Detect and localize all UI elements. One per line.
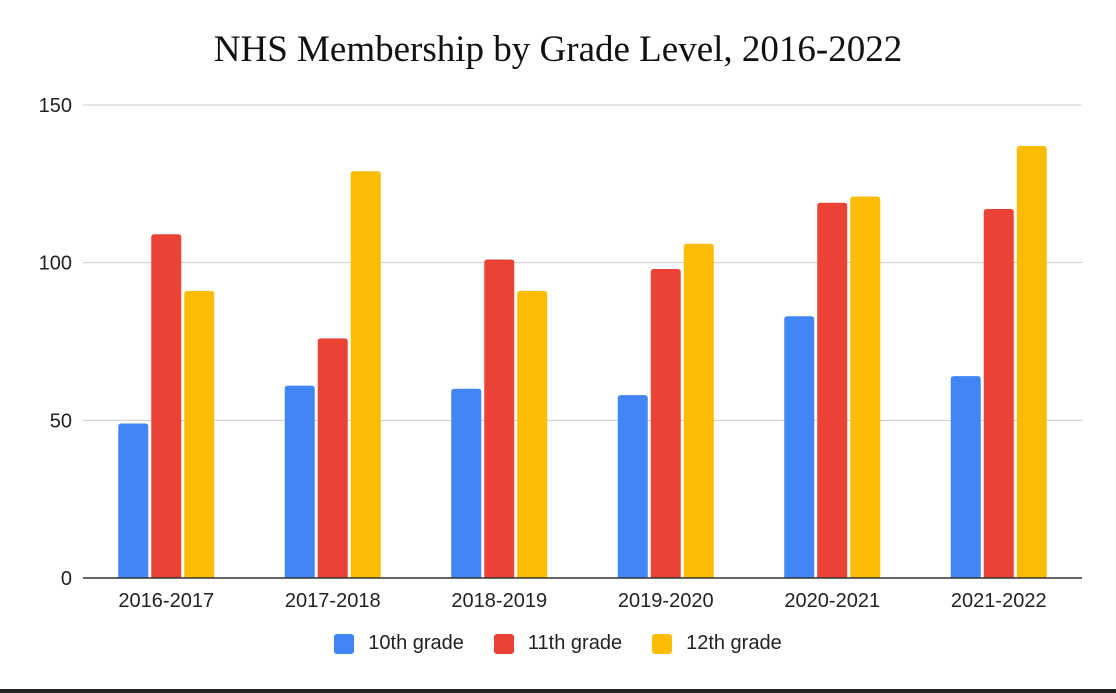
legend-swatch-10th-grade: [334, 633, 355, 654]
legend-label-11th-grade: 11th grade: [527, 632, 623, 654]
x-tick-label: 2020-2021: [784, 590, 880, 612]
bar-10th-grade-2018-2019[interactable]: [451, 388, 482, 578]
legend-swatch-11th-grade: [493, 633, 514, 654]
bar-10th-grade-2021-2022[interactable]: [950, 376, 981, 578]
legend-label-12th-grade: 12th grade: [686, 632, 782, 654]
y-axis-tick-labels: 0 50 100 150: [39, 95, 72, 590]
legend-item-10th-grade[interactable]: 10th grade: [334, 632, 464, 655]
y-tick-label: 50: [50, 410, 72, 432]
bar-12th-grade-2016-2017[interactable]: [184, 291, 215, 578]
legend-item-12th-grade[interactable]: 12th grade: [652, 632, 782, 655]
y-tick-label: 0: [61, 568, 72, 590]
bar-11th-grade-2019-2020[interactable]: [650, 268, 681, 578]
y-tick-label: 100: [39, 253, 72, 275]
gridlines: [83, 104, 1082, 421]
legend-swatch-12th-grade: [652, 633, 673, 654]
bar-10th-grade-2019-2020[interactable]: [617, 395, 648, 578]
bar-10th-grade-2020-2021[interactable]: [784, 316, 815, 578]
bar-12th-grade-2021-2022[interactable]: [1016, 145, 1047, 578]
bar-12th-grade-2017-2018[interactable]: [350, 171, 381, 578]
bars: [118, 145, 1047, 579]
x-tick-label: 2017-2018: [285, 590, 381, 612]
bar-10th-grade-2017-2018[interactable]: [284, 385, 315, 578]
bar-11th-grade-2018-2019[interactable]: [484, 259, 515, 578]
bar-11th-grade-2020-2021[interactable]: [817, 202, 848, 578]
x-axis-tick-labels: 2016-2017 2017-2018 2018-2019 2019-2020 2020…: [118, 590, 1046, 612]
x-tick-label: 2021-2022: [951, 590, 1047, 612]
bar-11th-grade-2021-2022[interactable]: [983, 209, 1014, 578]
legend: 10th grade 11th grade 12th grade: [0, 632, 1116, 655]
bar-10th-grade-2016-2017[interactable]: [118, 423, 149, 578]
bar-12th-grade-2019-2020[interactable]: [683, 243, 714, 578]
legend-label-10th-grade: 10th grade: [368, 632, 464, 654]
bottom-border: [0, 689, 1116, 693]
y-tick-label: 150: [39, 95, 72, 117]
x-tick-label: 2019-2020: [618, 590, 714, 612]
x-tick-label: 2018-2019: [451, 590, 547, 612]
bar-12th-grade-2018-2019[interactable]: [517, 291, 548, 578]
bar-11th-grade-2016-2017[interactable]: [151, 234, 182, 578]
chart-title: NHS Membership by Grade Level, 2016-2022: [213, 29, 903, 70]
bar-12th-grade-2020-2021[interactable]: [850, 196, 881, 579]
x-tick-label: 2016-2017: [118, 590, 214, 612]
bar-11th-grade-2017-2018[interactable]: [317, 338, 348, 578]
legend-item-11th-grade[interactable]: 11th grade: [493, 632, 623, 655]
